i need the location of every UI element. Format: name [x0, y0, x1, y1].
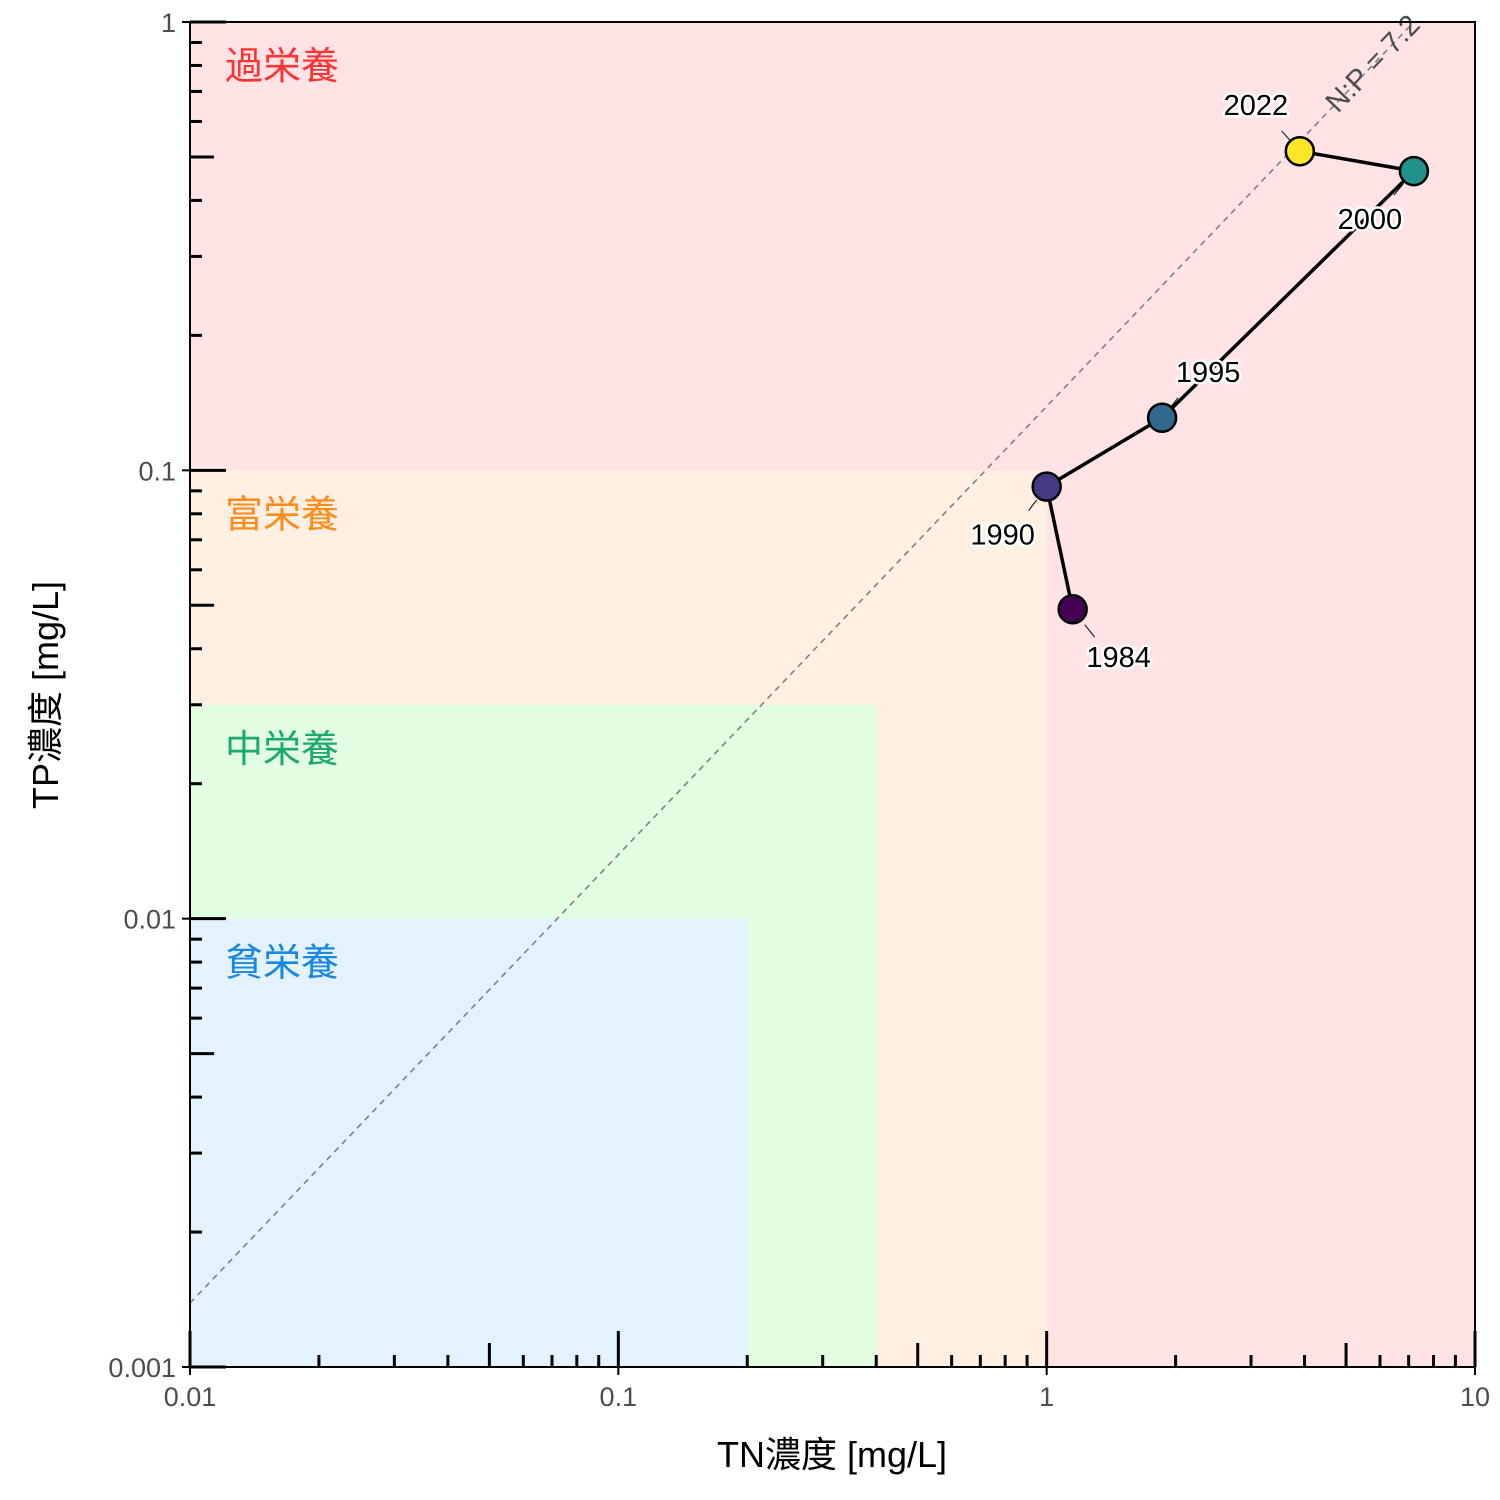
point-leaders — [1028, 130, 1404, 638]
x-tick-label: 10 — [1460, 1382, 1490, 1412]
x-tick-label: 0.01 — [164, 1382, 217, 1412]
data-points — [1031, 135, 1430, 625]
year-labels: 1984 1990 1995 2000 2022 — [968, 88, 1405, 677]
y-tick-label: 1 — [161, 8, 176, 38]
year-label-1990: 1990 — [970, 520, 1035, 552]
trophic-zones — [190, 22, 1475, 1367]
leader-1990 — [1028, 499, 1038, 511]
y-tick-label: 0.01 — [123, 905, 176, 935]
zone-label-1: 富栄養 — [225, 492, 339, 536]
zone-3 — [190, 918, 748, 1367]
year-label-1995: 1995 — [1176, 357, 1241, 389]
year-label-2022: 2022 — [1224, 90, 1289, 122]
x-tick-label: 1 — [1039, 1382, 1054, 1412]
point-1995 — [1146, 402, 1178, 434]
np-ratio-line — [189, 21, 1415, 1304]
zone-label-3: 貧栄養 — [225, 941, 339, 985]
point-1990 — [1031, 471, 1062, 502]
leader-2000 — [1393, 183, 1404, 196]
leader-1995 — [1170, 397, 1179, 408]
year-label-1984: 1984 — [1086, 642, 1151, 674]
leader-1984 — [1084, 624, 1096, 638]
x-axis-title: TN濃度 [mg/L] — [717, 1434, 947, 1475]
zone-label-2: 中栄養 — [225, 727, 339, 771]
y-tick-label: 0.001 — [108, 1353, 176, 1383]
point-2022 — [1284, 135, 1316, 167]
point-1984 — [1057, 593, 1088, 625]
zone-label-0: 過栄養 — [225, 44, 339, 88]
year-label-2000: 2000 — [1338, 204, 1403, 236]
plot-frame — [189, 21, 1476, 1368]
y-axis-title: TP濃度 [mg/L] — [25, 581, 66, 809]
y-tick-label: 0.1 — [138, 456, 176, 486]
point-2000 — [1398, 155, 1430, 187]
leader-2022 — [1281, 130, 1291, 141]
x-tick-label: 0.1 — [600, 1382, 638, 1412]
